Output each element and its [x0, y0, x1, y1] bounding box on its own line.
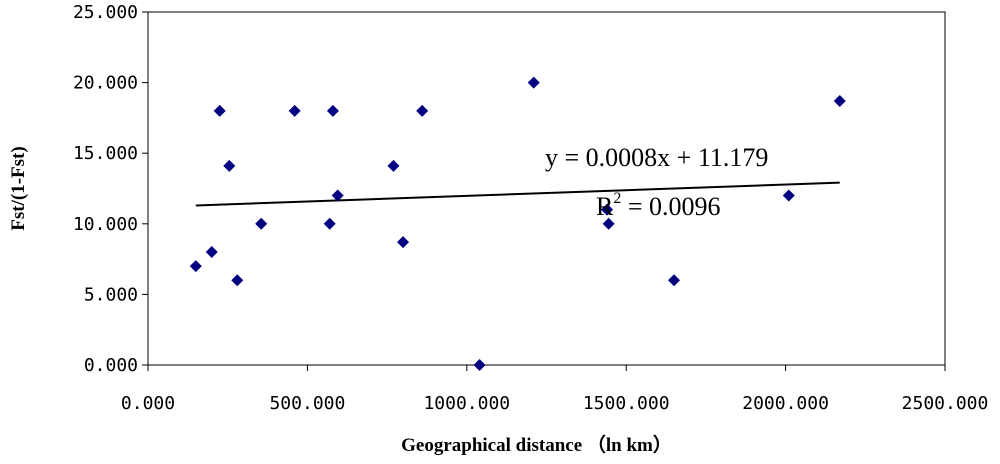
annotations: y = 0.0008x + 11.179 R2 = 0.0096: [545, 143, 768, 221]
x-tick-label: 2500.000: [902, 393, 989, 414]
r-squared-prefix: R: [596, 192, 614, 221]
plot-area-border: [147, 11, 946, 366]
data-point: [601, 203, 614, 216]
x-tick-label: 1000.000: [423, 393, 510, 414]
data-point: [326, 104, 339, 117]
data-point: [602, 217, 615, 230]
data-point: [527, 76, 540, 89]
tick-labels: 0.000 5.000 10.000 15.000 20.000 25.000 0.000 5…: [73, 2, 988, 414]
x-tick-label: 500.000: [269, 393, 345, 414]
y-axis-title: Fst/(1-Fst): [8, 146, 29, 230]
data-points: [189, 76, 846, 371]
data-point: [205, 246, 218, 259]
data-point: [473, 359, 486, 371]
trendline: [195, 181, 840, 207]
data-point: [288, 104, 301, 117]
trendline-equation: y = 0.0008x + 11.179: [545, 143, 768, 172]
data-point: [397, 236, 410, 249]
data-point: [833, 94, 846, 107]
y-tick-label: 10.000: [73, 214, 138, 235]
data-point: [387, 159, 400, 172]
data-point: [213, 104, 226, 117]
data-point: [416, 104, 429, 117]
x-axis-title: Geographical distance （ln km）: [401, 433, 672, 456]
data-point: [255, 217, 268, 230]
r-squared-value: = 0.0096: [621, 192, 720, 221]
y-tick-label: 0.000: [84, 355, 138, 376]
data-point: [223, 159, 236, 172]
x-tick-label: 1500.000: [583, 393, 670, 414]
data-point: [231, 274, 244, 287]
trendline-group: [195, 181, 840, 207]
y-tick-label: 20.000: [73, 73, 138, 94]
axes: [142, 11, 946, 371]
data-point: [668, 274, 681, 287]
data-point: [323, 217, 336, 230]
r-squared-label: R2 = 0.0096: [596, 190, 721, 221]
x-tick-label: 2000.000: [742, 393, 829, 414]
y-tick-label: 25.000: [73, 2, 138, 23]
x-tick-label: 0.000: [121, 393, 175, 414]
data-point: [782, 189, 795, 202]
r-squared-superscript: 2: [613, 190, 621, 207]
y-tick-label: 5.000: [84, 284, 138, 305]
data-point: [331, 189, 344, 202]
data-point: [189, 260, 202, 273]
y-tick-label: 15.000: [73, 143, 138, 164]
